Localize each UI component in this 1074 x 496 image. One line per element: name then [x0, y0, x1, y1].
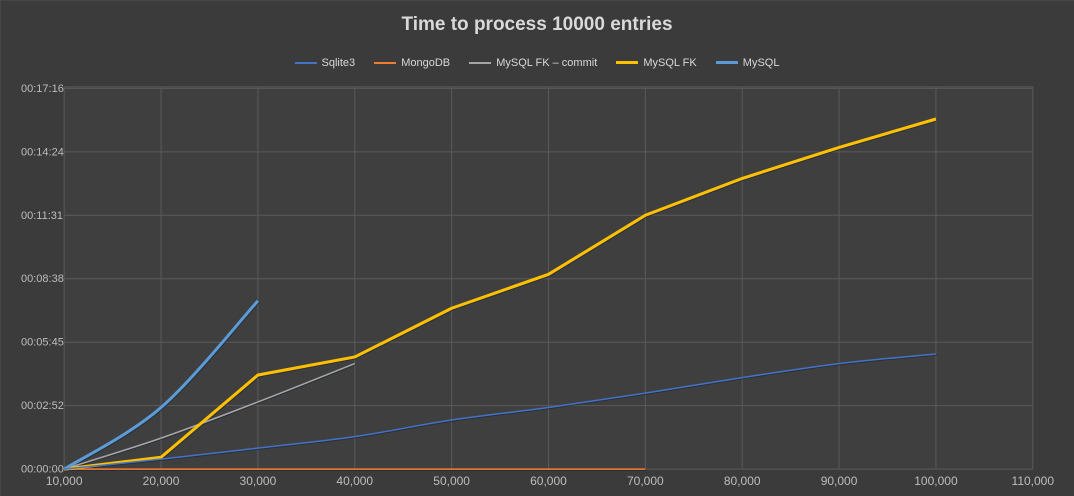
svg-text:00:14:24: 00:14:24 — [21, 146, 64, 158]
svg-text:00:02:52: 00:02:52 — [21, 400, 64, 412]
svg-text:00:11:31: 00:11:31 — [21, 210, 63, 222]
svg-text:110,000: 110,000 — [1012, 474, 1055, 488]
svg-text:40,000: 40,000 — [336, 474, 373, 488]
svg-text:10,000: 10,000 — [46, 474, 83, 488]
svg-text:30,000: 30,000 — [240, 474, 277, 488]
svg-text:100,000: 100,000 — [914, 474, 958, 488]
svg-text:00:00:00: 00:00:00 — [21, 464, 64, 476]
svg-text:50,000: 50,000 — [433, 474, 470, 488]
svg-text:20,000: 20,000 — [143, 474, 180, 488]
svg-text:70,000: 70,000 — [627, 474, 664, 488]
svg-text:60,000: 60,000 — [530, 474, 567, 488]
svg-text:00:08:38: 00:08:38 — [21, 273, 64, 285]
svg-text:00:05:45: 00:05:45 — [21, 337, 64, 349]
svg-text:80,000: 80,000 — [724, 474, 761, 488]
svg-text:00:17:16: 00:17:16 — [21, 83, 64, 95]
svg-text:90,000: 90,000 — [821, 474, 858, 488]
